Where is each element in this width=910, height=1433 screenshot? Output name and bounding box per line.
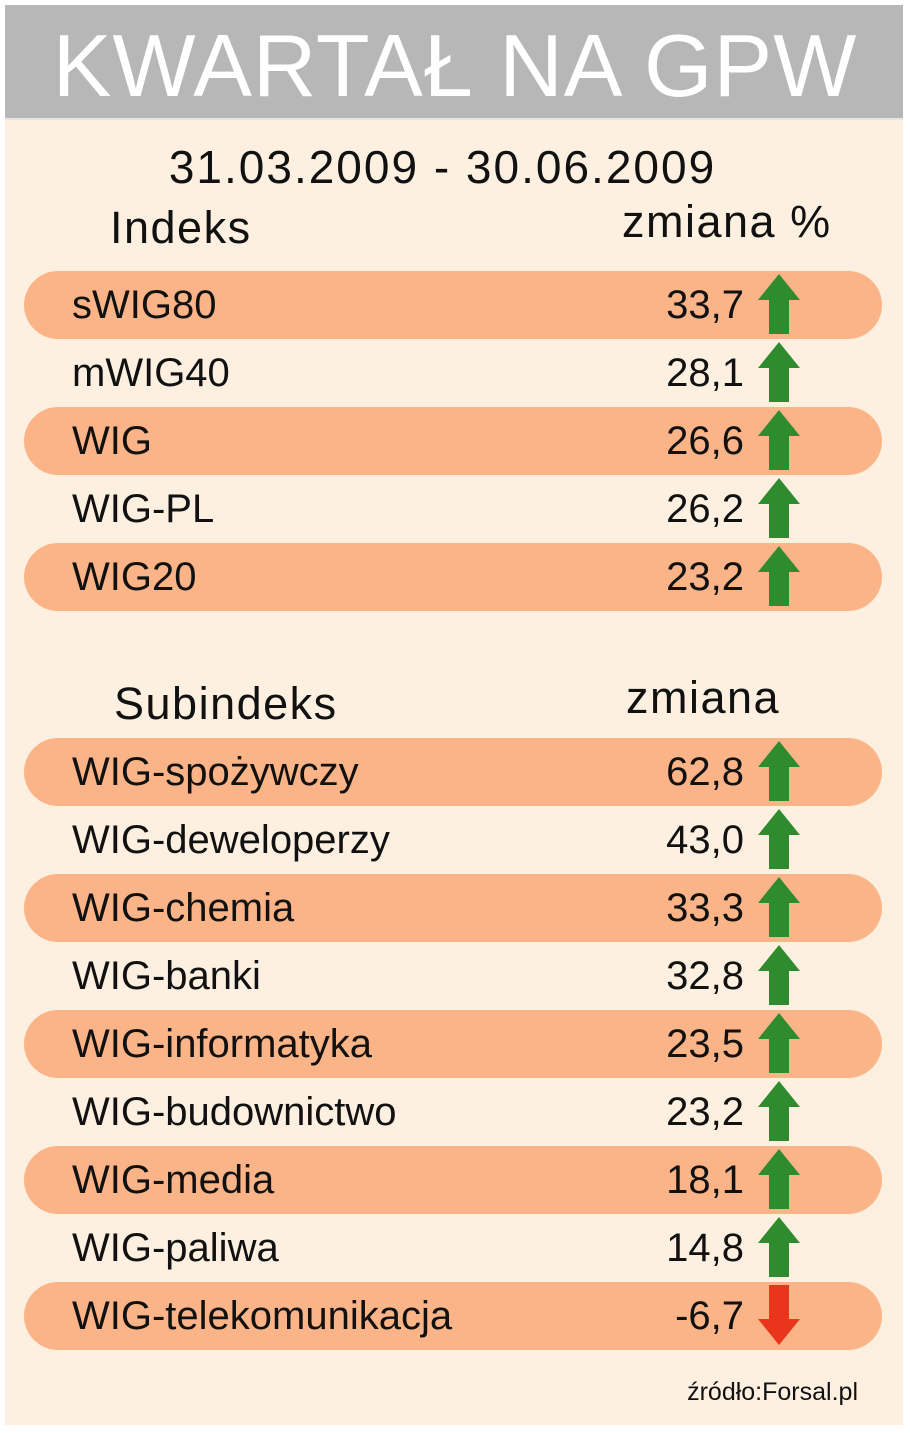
table-row: mWIG40 28,1: [24, 339, 882, 407]
row-value: 23,5: [666, 1022, 744, 1066]
row-name: WIG-telekomunikacja: [72, 1294, 453, 1338]
arrow-up-icon: [758, 546, 800, 606]
arrow-up-icon: [758, 342, 800, 402]
row-value: 26,6: [666, 419, 744, 463]
row-name: WIG20: [72, 555, 197, 599]
table-row: WIG-spożywczy 62,8: [24, 738, 882, 806]
row-value: 33,7: [666, 283, 744, 327]
row-value: 23,2: [666, 1090, 744, 1134]
arrow-up-icon: [758, 741, 800, 801]
subindices-change-label: zmiana: [626, 672, 781, 723]
indices-section-label: Indeks: [110, 202, 252, 253]
row-value: 32,8: [666, 954, 744, 998]
row-name: sWIG80: [72, 283, 217, 327]
arrow-up-icon: [758, 1013, 800, 1073]
row-name: WIG-informatyka: [72, 1022, 373, 1066]
table-row: WIG-paliwa 14,8: [24, 1214, 882, 1282]
page-title: KWARTAŁ NA GPW: [52, 16, 858, 115]
table-row: WIG20 23,2: [24, 543, 882, 611]
row-name: WIG-chemia: [72, 886, 295, 930]
row-value: -6,7: [675, 1294, 744, 1338]
indices-change-label: zmiana %: [622, 196, 832, 247]
row-name: WIG-media: [72, 1158, 275, 1202]
row-value: 18,1: [666, 1158, 744, 1202]
row-name: WIG-deweloperzy: [72, 818, 390, 862]
table-row: sWIG80 33,7: [24, 271, 882, 339]
row-name: WIG-budownictwo: [72, 1090, 397, 1134]
row-name: mWIG40: [72, 351, 230, 395]
arrow-up-icon: [758, 945, 800, 1005]
row-value: 28,1: [666, 351, 744, 395]
table-row: WIG-budownictwo 23,2: [24, 1078, 882, 1146]
row-name: WIG-PL: [72, 487, 215, 531]
arrow-up-icon: [758, 1149, 800, 1209]
arrow-up-icon: [758, 410, 800, 470]
row-value: 14,8: [666, 1226, 744, 1270]
table-row: WIG-chemia 33,3: [24, 874, 882, 942]
arrow-up-icon: [758, 809, 800, 869]
row-name: WIG-paliwa: [72, 1226, 279, 1270]
row-name: WIG-banki: [72, 954, 261, 998]
date-range: 31.03.2009 - 30.06.2009: [168, 141, 717, 193]
arrow-up-icon: [758, 1217, 800, 1277]
row-name: WIG: [72, 419, 152, 463]
table-row: WIG-media 18,1: [24, 1146, 882, 1214]
row-value: 23,2: [666, 555, 744, 599]
row-value: 62,8: [666, 750, 744, 794]
row-value: 26,2: [666, 487, 744, 531]
arrow-up-icon: [758, 877, 800, 937]
table-row: WIG 26,6: [24, 407, 882, 475]
arrow-down-icon: [758, 1285, 800, 1345]
subindices-section-label: Subindeks: [114, 678, 338, 729]
arrow-up-icon: [758, 274, 800, 334]
table-row: WIG-banki 32,8: [24, 942, 882, 1010]
row-value: 33,3: [666, 886, 744, 930]
table-row: WIG-PL 26,2: [24, 475, 882, 543]
table-row: WIG-deweloperzy 43,0: [24, 806, 882, 874]
title-banner: [5, 5, 903, 120]
arrow-up-icon: [758, 1081, 800, 1141]
arrow-up-icon: [758, 478, 800, 538]
source-note: źródło:Forsal.pl: [687, 1378, 858, 1406]
table-row: WIG-telekomunikacja -6,7: [24, 1282, 882, 1350]
table-row: WIG-informatyka 23,5: [24, 1010, 882, 1078]
row-name: WIG-spożywczy: [72, 750, 359, 794]
row-value: 43,0: [666, 818, 744, 862]
